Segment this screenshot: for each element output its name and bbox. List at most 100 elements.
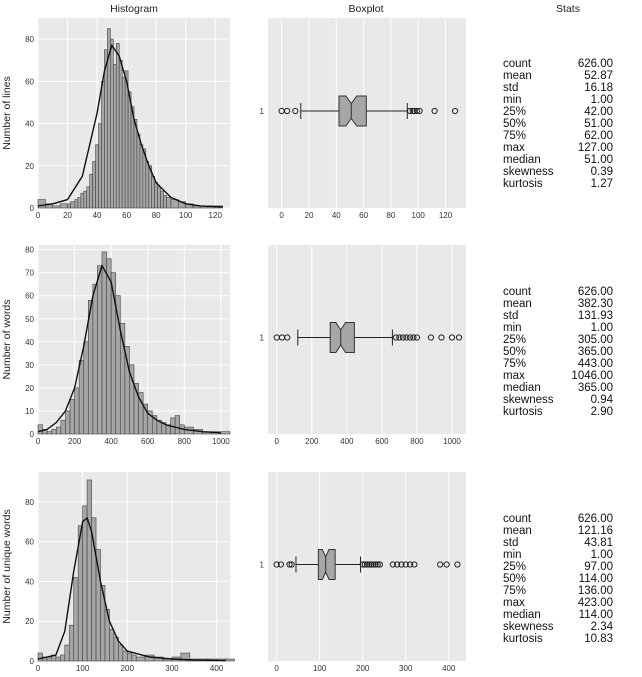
histogram-bar bbox=[69, 399, 75, 435]
kde-curve bbox=[37, 516, 226, 662]
outlier-point bbox=[374, 561, 381, 568]
histogram-panel bbox=[38, 472, 230, 661]
stat-value: 382.30 bbox=[577, 298, 613, 310]
stat-row: max 127.00 bbox=[503, 142, 613, 154]
stat-name: std bbox=[503, 537, 519, 549]
histogram-bar bbox=[74, 387, 80, 435]
stat-row: 75% 62.00 bbox=[503, 130, 613, 142]
histogram-bar bbox=[64, 644, 70, 662]
y-tick-label: 60 bbox=[25, 292, 34, 301]
stat-name: kurtosis bbox=[503, 406, 543, 418]
x-tick-label: 120 bbox=[209, 211, 223, 220]
stat-value: 365.00 bbox=[577, 382, 613, 394]
stat-name: 50% bbox=[503, 346, 527, 358]
stat-name: count bbox=[503, 513, 532, 525]
outlier-point bbox=[284, 334, 291, 341]
stat-name: skewness bbox=[503, 621, 554, 633]
outlier-point bbox=[392, 334, 400, 341]
x-tick-label: 20 bbox=[63, 211, 72, 220]
y-tick-label: 0 bbox=[30, 430, 35, 439]
stat-value: 2.90 bbox=[590, 406, 613, 418]
histogram-bar bbox=[77, 197, 82, 209]
stat-name: min bbox=[503, 94, 522, 106]
stat-name: mean bbox=[503, 70, 532, 82]
box-x-tick-label: 800 bbox=[410, 437, 424, 446]
histogram-bar bbox=[113, 64, 117, 209]
iqr-box bbox=[329, 322, 355, 353]
stat-value: 52.87 bbox=[584, 70, 613, 82]
x-tick-label: 800 bbox=[178, 437, 192, 446]
box-x-tick-label: 600 bbox=[375, 437, 389, 446]
stat-row: kurtosis 10.83 bbox=[503, 633, 613, 645]
stat-row: min 1.00 bbox=[503, 322, 613, 334]
stat-row: 25% 42.00 bbox=[503, 106, 613, 118]
histogram-bar bbox=[124, 70, 129, 209]
y-tick-label: 30 bbox=[25, 361, 34, 370]
stat-name: max bbox=[503, 370, 525, 382]
histogram-bar bbox=[154, 182, 158, 209]
stat-name: std bbox=[503, 310, 519, 322]
stat-name: count bbox=[503, 58, 532, 70]
histogram-bar bbox=[46, 656, 52, 662]
histogram-bar bbox=[73, 577, 79, 662]
stat-value: 127.00 bbox=[577, 142, 613, 154]
kde-curve bbox=[37, 263, 221, 434]
stat-row: 25% 97.00 bbox=[503, 561, 613, 573]
stat-value: 136.00 bbox=[577, 585, 613, 597]
box-x-tick-label: 60 bbox=[359, 211, 368, 220]
x-tick-label: 600 bbox=[141, 437, 155, 446]
stat-row: mean 382.30 bbox=[503, 298, 613, 310]
histogram-bar bbox=[65, 410, 71, 435]
x-tick-label: 100 bbox=[179, 211, 193, 220]
y-tick-label: 0 bbox=[30, 204, 35, 213]
stat-value: 626.00 bbox=[577, 286, 613, 298]
histogram-bar bbox=[83, 341, 89, 435]
histogram-bar bbox=[160, 190, 164, 209]
stat-value: 2.34 bbox=[590, 621, 613, 633]
stat-name: skewness bbox=[503, 394, 554, 406]
histogram-bar bbox=[127, 652, 133, 662]
x-tick-label: 80 bbox=[152, 211, 161, 220]
histogram-bar bbox=[52, 205, 61, 209]
histogram-bar bbox=[70, 201, 76, 209]
box-x-tick-label: 20 bbox=[305, 211, 314, 220]
box-x-tick-label: 200 bbox=[305, 437, 319, 446]
outlier-point bbox=[406, 561, 414, 568]
histogram-bar bbox=[60, 654, 66, 662]
histogram-bar bbox=[92, 161, 96, 209]
row-2: 0 20 40 60 80 0 100 200 300 400 Number of unique w… bbox=[1, 472, 466, 673]
stat-row: mean 52.87 bbox=[503, 70, 613, 82]
box-x-tick-label: 0 bbox=[275, 437, 280, 446]
kde-curve bbox=[37, 43, 223, 208]
outlier-point bbox=[286, 561, 293, 568]
histogram-bar bbox=[78, 359, 85, 435]
stat-value: 97.00 bbox=[584, 561, 613, 573]
stat-value: 121.16 bbox=[577, 525, 613, 537]
histogram-bar bbox=[110, 38, 114, 209]
stat-row: max 1046.00 bbox=[503, 370, 613, 382]
y-tick-label: 20 bbox=[25, 617, 34, 626]
histogram-bar bbox=[68, 624, 75, 662]
stat-value: 10.83 bbox=[584, 633, 613, 645]
stat-value: 1.00 bbox=[590, 549, 613, 561]
histogram-bar bbox=[59, 203, 68, 209]
stat-row: skewness 0.39 bbox=[503, 166, 613, 178]
stat-value: 43.81 bbox=[584, 537, 613, 549]
outlier-point bbox=[376, 561, 384, 568]
y-tick-label: 60 bbox=[25, 538, 34, 547]
x-tick-label: 300 bbox=[165, 664, 179, 673]
stat-value: 1.00 bbox=[590, 322, 613, 334]
stat-row: 75% 443.00 bbox=[503, 358, 613, 370]
box-x-tick-label: 200 bbox=[356, 664, 370, 673]
stat-row: std 131.93 bbox=[503, 310, 613, 322]
x-tick-label: 0 bbox=[36, 664, 41, 673]
histogram-bar bbox=[86, 186, 90, 209]
stat-row: std 16.18 bbox=[503, 82, 613, 94]
outlier-point bbox=[368, 561, 375, 568]
x-tick-label: 200 bbox=[121, 664, 135, 673]
histogram-bar bbox=[104, 49, 108, 209]
box-x-tick-label: 0 bbox=[274, 664, 279, 673]
histogram-bar bbox=[80, 192, 85, 209]
outlier-point bbox=[359, 561, 366, 568]
